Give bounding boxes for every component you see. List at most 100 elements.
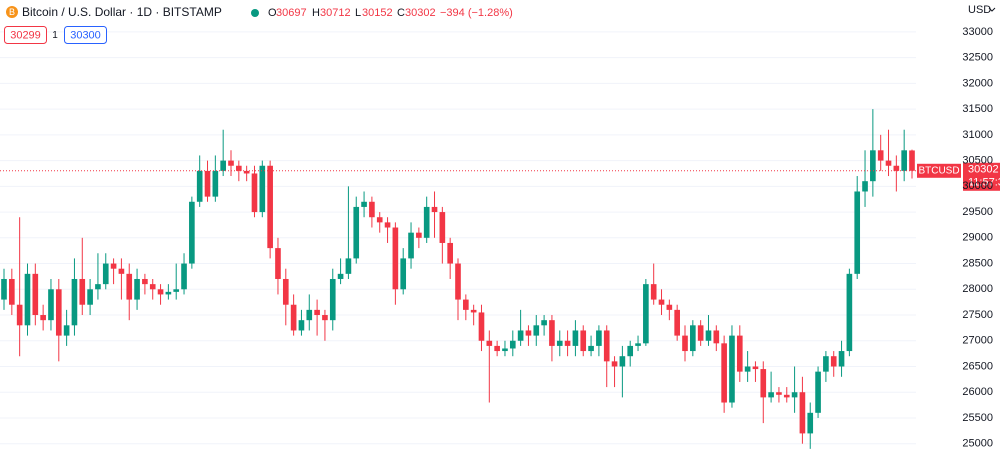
y-tick-label: 29000: [962, 232, 993, 244]
body: [243, 170, 250, 174]
body: [63, 325, 70, 336]
y-tick-label: 32000: [962, 77, 993, 89]
body: [674, 309, 680, 336]
btc-glyph: B: [9, 7, 15, 17]
body: [439, 212, 446, 243]
body: [416, 232, 422, 238]
body: [502, 348, 508, 352]
body: [697, 325, 704, 341]
body: [447, 242, 453, 264]
body: [611, 361, 618, 367]
body: [126, 273, 133, 300]
body: [736, 335, 743, 372]
body: [760, 369, 767, 398]
currency[interactable]: USD: [968, 4, 991, 16]
body: [744, 366, 751, 372]
y-tick-label: 27500: [962, 309, 993, 321]
y-tick-label: 30500: [962, 155, 993, 167]
body: [157, 289, 164, 295]
body: [290, 304, 297, 331]
y-tick-label: 28000: [962, 283, 993, 295]
body: [627, 345, 634, 357]
body: [149, 284, 156, 290]
body: [494, 345, 500, 352]
body: [533, 325, 540, 336]
body: [776, 392, 782, 395]
l-value: 30152: [362, 7, 393, 19]
y-tick-label: 26000: [962, 386, 993, 398]
currency-caret[interactable]: [988, 7, 996, 12]
body: [783, 394, 790, 398]
body: [885, 160, 892, 166]
body: [110, 263, 117, 269]
last-price: 30302: [968, 164, 999, 176]
y-tick-label: 32500: [962, 52, 993, 64]
o-value: 30697: [276, 7, 307, 19]
body: [87, 289, 93, 305]
body: [635, 343, 641, 346]
body: [705, 330, 712, 341]
countdown: 11:57:3: [968, 177, 1000, 189]
ask[interactable]: 30300: [70, 29, 101, 41]
body: [650, 284, 657, 300]
body: [588, 345, 594, 352]
body: [345, 258, 352, 274]
body: [721, 343, 727, 403]
y-tick-label: 25500: [962, 412, 993, 424]
body: [392, 227, 399, 290]
o-label: O: [268, 7, 277, 19]
body: [901, 150, 907, 171]
y-tick-label: 31000: [962, 129, 993, 141]
y-tick-label: 26500: [962, 360, 993, 372]
body: [643, 284, 649, 344]
ask-box[interactable]: [64, 26, 107, 44]
y-tick-label: 25000: [962, 438, 993, 450]
body: [369, 201, 375, 218]
body: [791, 392, 798, 398]
body: [658, 299, 665, 305]
bid-box[interactable]: [4, 26, 47, 44]
h-value: 30712: [320, 7, 351, 19]
body: [909, 150, 915, 171]
body: [55, 289, 62, 336]
symbol-title: Bitcoin / U.S. Dollar · 1D · BITSTAMP: [22, 5, 222, 19]
body: [118, 268, 125, 274]
body: [337, 273, 344, 279]
body: [690, 325, 696, 352]
y-tick-label: 27000: [962, 335, 993, 347]
h-label: H: [312, 7, 320, 19]
body: [862, 181, 868, 192]
body: [275, 248, 281, 279]
body: [196, 170, 203, 202]
y-tick-label: 31500: [962, 103, 993, 115]
body: [236, 165, 242, 171]
body: [329, 278, 336, 321]
body: [102, 263, 109, 285]
body: [79, 278, 86, 305]
bid[interactable]: 30299: [10, 29, 41, 41]
c-label: C: [397, 7, 405, 19]
body: [846, 273, 853, 352]
body: [40, 315, 46, 321]
body: [729, 335, 735, 403]
body: [322, 315, 328, 321]
body: [541, 320, 547, 326]
body: [666, 304, 673, 310]
body: [48, 289, 54, 321]
body: [619, 356, 626, 367]
body: [361, 201, 367, 207]
body: [173, 289, 180, 292]
body: [423, 206, 430, 238]
body: [682, 335, 688, 352]
candles: [1, 109, 915, 449]
body: [815, 371, 821, 413]
body: [181, 263, 187, 290]
body: [799, 392, 806, 434]
body: [893, 165, 900, 171]
y-tick-label: 30000: [962, 180, 993, 192]
body: [455, 263, 461, 300]
body: [408, 232, 414, 259]
